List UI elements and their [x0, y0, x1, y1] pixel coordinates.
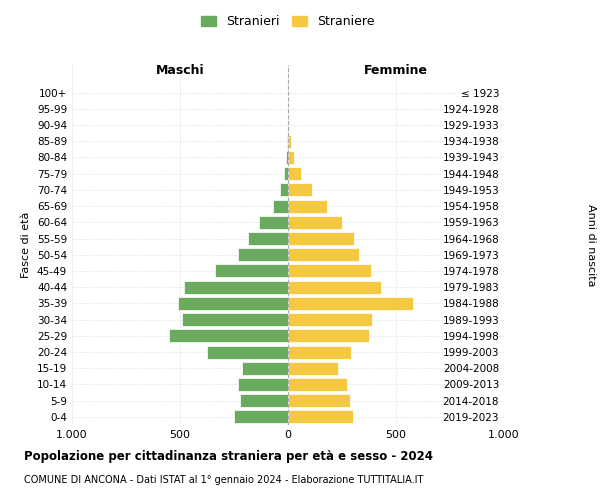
Bar	[288, 134, 291, 147]
Bar	[284, 167, 288, 180]
Bar	[288, 167, 301, 180]
Bar	[169, 330, 288, 342]
Text: Popolazione per cittadinanza straniera per età e sesso - 2024: Popolazione per cittadinanza straniera p…	[24, 450, 433, 463]
Bar	[241, 394, 288, 407]
Bar	[288, 280, 381, 293]
Bar	[273, 200, 288, 212]
Bar	[288, 216, 342, 229]
Y-axis label: Fasce di età: Fasce di età	[22, 212, 31, 278]
Bar	[207, 346, 288, 358]
Bar	[288, 184, 312, 196]
Bar	[288, 118, 289, 132]
Bar	[288, 330, 369, 342]
Bar	[287, 134, 288, 147]
Bar	[234, 410, 288, 424]
Bar	[288, 297, 413, 310]
Bar	[288, 264, 371, 278]
Bar	[178, 297, 288, 310]
Text: COMUNE DI ANCONA - Dati ISTAT al 1° gennaio 2024 - Elaborazione TUTTITALIA.IT: COMUNE DI ANCONA - Dati ISTAT al 1° genn…	[24, 475, 424, 485]
Bar	[242, 362, 288, 374]
Bar	[288, 394, 350, 407]
Bar	[288, 200, 327, 212]
Bar	[286, 151, 288, 164]
Bar	[182, 313, 288, 326]
Bar	[288, 362, 338, 374]
Text: Maschi: Maschi	[155, 64, 205, 77]
Bar	[280, 184, 288, 196]
Bar	[288, 378, 347, 391]
Bar	[288, 410, 353, 424]
Bar	[238, 248, 288, 261]
Bar	[238, 378, 288, 391]
Bar	[288, 313, 372, 326]
Legend: Stranieri, Straniere: Stranieri, Straniere	[197, 11, 379, 32]
Text: Femmine: Femmine	[364, 64, 428, 77]
Bar	[248, 232, 288, 245]
Bar	[288, 151, 295, 164]
Bar	[288, 346, 350, 358]
Bar	[288, 232, 354, 245]
Text: Anni di nascita: Anni di nascita	[586, 204, 596, 286]
Bar	[288, 248, 359, 261]
Bar	[184, 280, 288, 293]
Bar	[215, 264, 288, 278]
Bar	[259, 216, 288, 229]
